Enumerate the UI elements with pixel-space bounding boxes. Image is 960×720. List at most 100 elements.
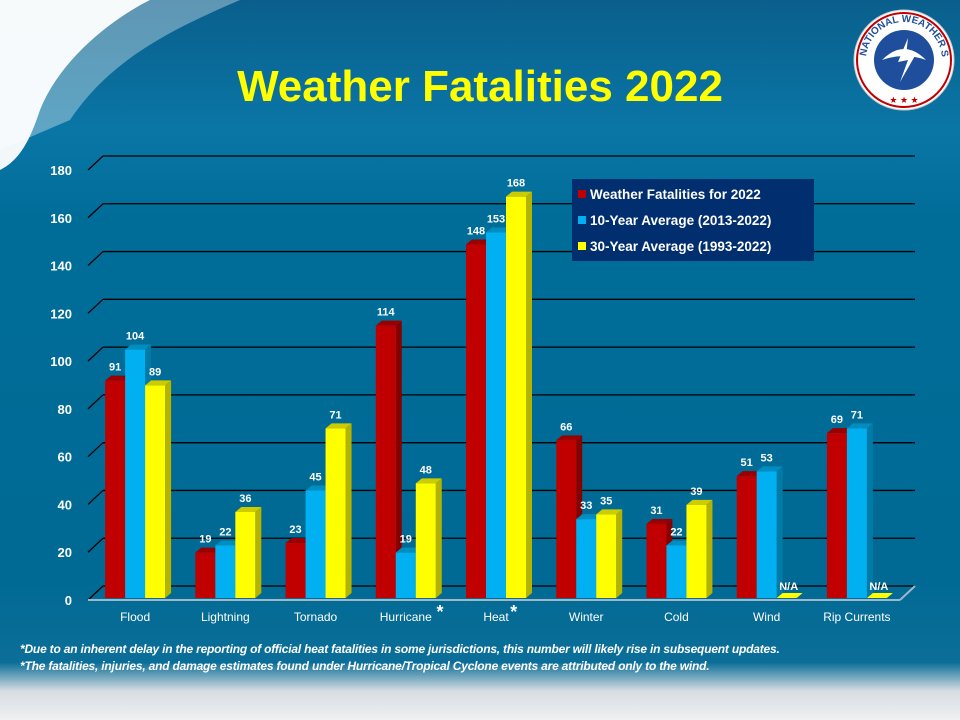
bar-side — [165, 380, 172, 598]
bar-top — [846, 423, 873, 429]
bar-lightning — [215, 545, 236, 598]
bar-top — [466, 239, 492, 245]
data-label: 71 — [851, 409, 863, 421]
bar-rip-currents — [826, 433, 847, 598]
data-label: 89 — [149, 366, 161, 378]
data-label: 69 — [831, 414, 843, 426]
bar-top — [395, 547, 422, 553]
nws-logo: NATIONAL WEATHER SERVICE ★ ★ ★ — [852, 8, 955, 111]
y-tick-label: 140 — [50, 259, 72, 274]
data-label: 35 — [600, 495, 612, 507]
bar-hurricane — [395, 552, 416, 598]
bar-wind — [736, 476, 757, 598]
y-tick-label: 160 — [50, 211, 72, 226]
bar-tornado — [325, 428, 346, 598]
x-axis-depth — [899, 585, 916, 601]
bar-winter — [596, 514, 617, 598]
data-label: 22 — [219, 526, 231, 538]
footnote-hurricane: *The fatalities, injuries, and damage es… — [20, 659, 710, 673]
legend-item: 30-Year Average (1993-2022) — [572, 233, 814, 259]
legend-item: Weather Fatalities for 2022 — [572, 181, 814, 207]
data-label: 104 — [126, 331, 145, 343]
x-tick-label: Cold — [664, 610, 689, 624]
data-label: 91 — [109, 362, 121, 374]
legend-swatch — [578, 242, 586, 250]
bar-side — [345, 423, 352, 598]
bar-tornado — [285, 543, 306, 598]
gridline-depth — [87, 585, 104, 601]
y-tick-label: 40 — [58, 497, 72, 512]
bar-top — [125, 344, 152, 350]
bar-top — [576, 514, 603, 520]
bar-top — [666, 540, 693, 546]
bar-top — [195, 547, 222, 553]
bar-cold — [666, 545, 687, 598]
legend-label: 10-Year Average (2013-2022) — [590, 212, 772, 228]
bar-chart: 0 20 40 60 80 100 120 140 160 180 91 104 89 Flood 19 22… — [50, 155, 916, 624]
data-label: 19 — [400, 534, 412, 546]
legend-label: 30-Year Average (1993-2022) — [590, 238, 772, 254]
bar-heat — [486, 232, 506, 598]
bar-top — [325, 423, 352, 429]
bar-tornado — [305, 490, 326, 598]
y-tick-label: 180 — [50, 163, 72, 178]
bar-top — [556, 435, 583, 441]
bar-top — [646, 518, 673, 524]
data-label: 22 — [670, 526, 682, 538]
bar-side — [255, 507, 262, 598]
bar-na — [776, 593, 803, 598]
chart-legend: Weather Fatalities for 2022 10-Year Avera… — [572, 179, 814, 261]
bar-top — [756, 466, 783, 472]
legend-swatch — [578, 190, 586, 198]
gridline-depth — [87, 442, 104, 458]
asterisk-marker: * — [436, 602, 443, 622]
data-label: 33 — [580, 500, 592, 512]
bar-top — [285, 538, 312, 544]
data-label: 23 — [289, 524, 301, 536]
bar-winter — [576, 519, 597, 598]
y-tick-label: 60 — [58, 450, 72, 465]
data-label: 19 — [199, 534, 211, 546]
data-label: 114 — [377, 307, 396, 319]
y-tick-label: 120 — [50, 306, 72, 321]
bar-side — [776, 466, 783, 598]
bar-winter — [556, 440, 577, 598]
bar-side — [616, 509, 623, 598]
gridline-depth — [87, 251, 104, 267]
bar-top — [736, 471, 763, 477]
bar-lightning — [195, 552, 216, 598]
gridline-depth — [87, 203, 104, 219]
bar-cold — [646, 523, 667, 598]
bar-top — [375, 320, 402, 326]
x-tick-label: Wind — [753, 610, 780, 624]
gridline-depth — [87, 489, 104, 505]
bar-heat — [466, 244, 486, 598]
data-label: 71 — [329, 409, 341, 421]
bar-hurricane — [415, 483, 436, 598]
x-tick-label: Winter — [569, 610, 604, 624]
bar-top — [486, 227, 512, 233]
gridline-depth — [87, 537, 104, 553]
data-label: 153 — [487, 214, 505, 226]
background-swoosh — [0, 0, 240, 170]
data-label: N/A — [869, 581, 888, 593]
legend-swatch — [578, 216, 586, 224]
bar-top — [235, 507, 262, 512]
x-tick-label: Hurricane — [380, 610, 432, 624]
x-tick-label: Flood — [120, 610, 150, 624]
data-label: 66 — [560, 421, 572, 433]
data-label: 51 — [741, 457, 753, 469]
bar-top — [105, 375, 132, 381]
y-tick-label: 20 — [58, 545, 72, 560]
bar-top — [305, 485, 332, 491]
bar-top — [506, 191, 532, 197]
bar-lightning — [235, 512, 256, 598]
bar-side — [866, 423, 873, 598]
bar-side — [526, 191, 532, 598]
legend-item: 10-Year Average (2013-2022) — [572, 207, 814, 233]
bar-top — [215, 540, 242, 546]
svg-text:★ ★ ★: ★ ★ ★ — [889, 95, 918, 105]
bar-na — [866, 593, 893, 598]
bar-wind — [756, 471, 777, 598]
y-tick-label: 0 — [65, 593, 72, 608]
